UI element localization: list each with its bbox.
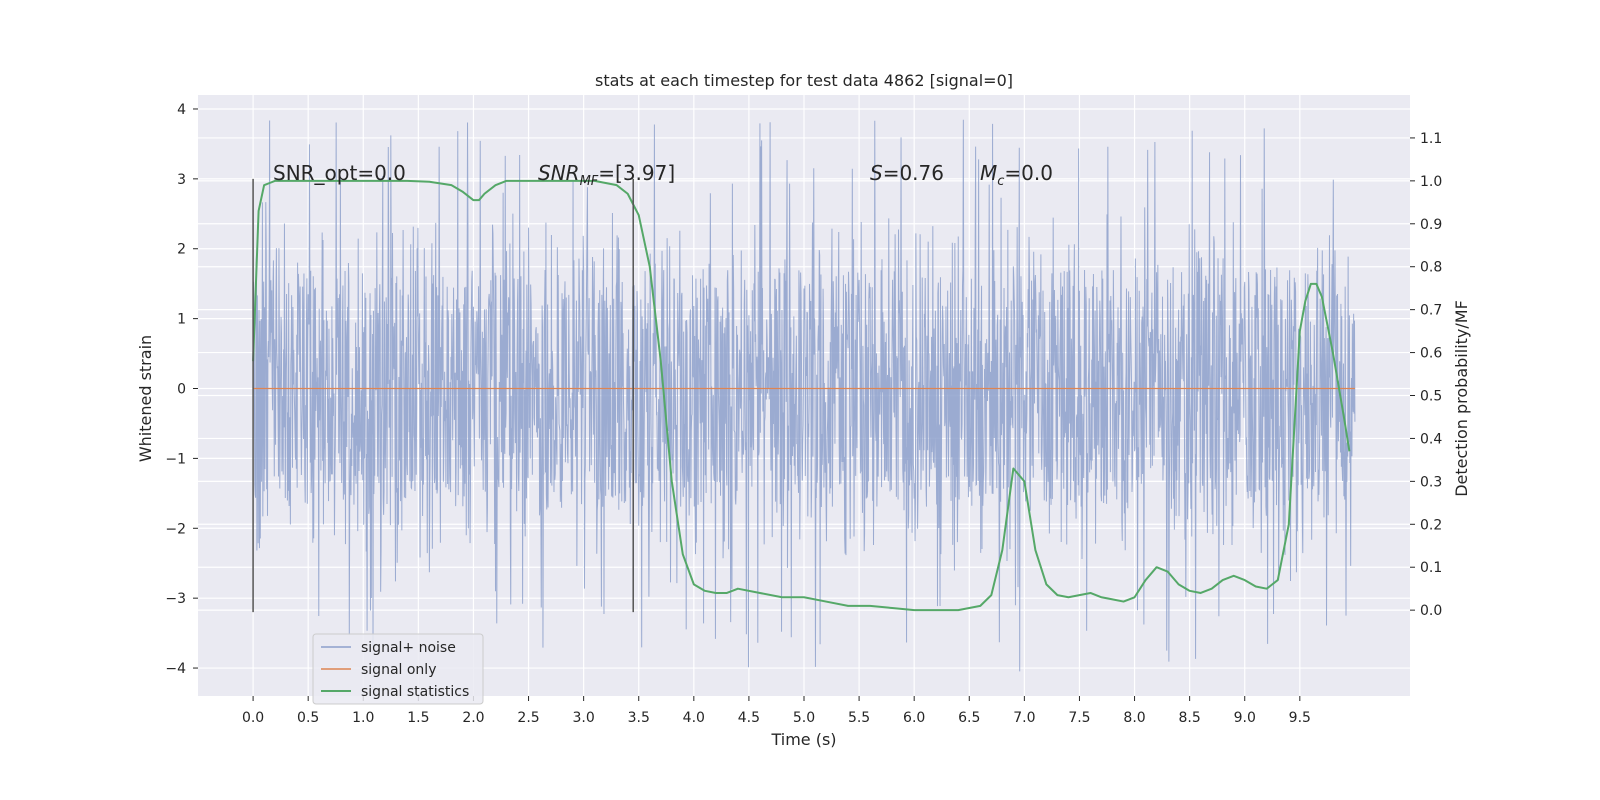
x-tick-label: 8.5 <box>1179 710 1201 726</box>
y2-tick-label: 0.2 <box>1420 517 1442 533</box>
annotation-snr-mf-value: =[3.97] <box>598 161 675 185</box>
legend-box <box>312 633 484 705</box>
y2-tick-label: 0.5 <box>1420 389 1442 405</box>
x-tick-label: 6.5 <box>958 710 980 726</box>
x-tick-label: 0.5 <box>297 710 319 726</box>
legend-items: signal+ noise signal only signal statistic… <box>321 640 469 700</box>
x-tick-label: 7.0 <box>1013 710 1035 726</box>
x-tick-label: 9.0 <box>1234 710 1256 726</box>
y-tick-label: −3 <box>165 591 186 607</box>
x-tick-label: 6.0 <box>903 710 925 726</box>
x-tick-label: 2.0 <box>462 710 484 726</box>
annotation-s-value: =0.76 <box>883 161 944 185</box>
x-tick-label: 3.5 <box>628 710 650 726</box>
legend-label: signal+ noise <box>361 640 456 656</box>
y2-tick-label: 0.4 <box>1420 431 1442 447</box>
annotation-mc: Mc=0.0 <box>980 161 1053 189</box>
series-lines <box>252 179 1355 612</box>
x-tick-label: 5.5 <box>848 710 870 726</box>
series-signal-statistics <box>252 179 1351 612</box>
x-axis-ticks: 0.0 0.5 1.0 1.5 2.0 2.5 3.0 3.5 4.0 4.5 5.0 5.5 6.0 6… <box>242 696 1311 726</box>
legend: signal+ noise signal only signal statistic… <box>312 633 484 705</box>
annotation-snr-mf-sub: MF <box>580 174 599 189</box>
x-tick-label: 0.0 <box>242 710 264 726</box>
x-tick-label: 9.5 <box>1289 710 1311 726</box>
x-tick-label: 3.0 <box>573 710 595 726</box>
x-tick-label: 1.0 <box>352 710 374 726</box>
series-signal-noise-line <box>252 119 1356 672</box>
annotation-snr-opt: SNR_opt=0.0 <box>273 161 406 185</box>
y2-tick-label: 0.8 <box>1420 260 1442 276</box>
annotation-snr-mf: SNRMF=[3.97] <box>538 161 675 189</box>
annotation-snr-mf-main: SNR <box>538 161 580 185</box>
y-tick-label: 4 <box>177 102 186 118</box>
annotation-s-main: S <box>870 161 883 185</box>
x-axis-label: Time (s) <box>770 730 836 749</box>
chart-title: stats at each timestep for test data 486… <box>595 71 1013 90</box>
y-tick-label: −4 <box>165 661 186 677</box>
legend-label: signal statistics <box>361 684 469 700</box>
x-tick-label: 5.0 <box>793 710 815 726</box>
y2-tick-label: 0.6 <box>1420 346 1442 362</box>
y2-tick-label: 0.1 <box>1420 560 1442 576</box>
y-axis-ticks: 4 3 2 1 0 −1 −2 −3 −4 <box>165 102 198 677</box>
y2-tick-label: 1.1 <box>1420 131 1442 147</box>
annotation-s: S=0.76 <box>870 161 944 185</box>
x-tick-label: 1.5 <box>407 710 429 726</box>
y2-tick-label: 0.0 <box>1420 603 1442 619</box>
y2-tick-label: 1.0 <box>1420 174 1442 190</box>
y-tick-label: −1 <box>165 451 186 467</box>
y2-axis-ticks: 1.1 1.0 0.9 0.8 0.7 0.6 0.5 0.4 0.3 0.2 0.1 0.0 <box>1410 131 1442 619</box>
series-signal-noise <box>252 119 1356 672</box>
y2-axis-label: Detection probability/MF <box>1452 300 1471 497</box>
annotation-mc-main: M <box>980 161 997 185</box>
annotation-mc-sub: c <box>997 174 1004 189</box>
y-tick-label: 2 <box>177 242 186 258</box>
y2-tick-label: 0.7 <box>1420 303 1442 319</box>
y-tick-label: 1 <box>177 312 186 328</box>
x-tick-label: 7.5 <box>1068 710 1090 726</box>
y2-tick-label: 0.9 <box>1420 217 1442 233</box>
x-tick-label: 4.0 <box>683 710 705 726</box>
x-tick-label: 4.5 <box>738 710 760 726</box>
y-axis-label: Whitened strain <box>136 335 155 462</box>
y-tick-label: 0 <box>177 382 186 398</box>
y2-tick-label: 0.3 <box>1420 474 1442 490</box>
x-tick-label: 2.5 <box>517 710 539 726</box>
y-tick-label: 3 <box>177 172 186 188</box>
legend-label: signal only <box>361 662 436 678</box>
x-tick-label: 8.0 <box>1123 710 1145 726</box>
vertical-markers <box>252 178 634 613</box>
annotation-mc-value: =0.0 <box>1004 161 1053 185</box>
y-tick-label: −2 <box>165 521 186 537</box>
